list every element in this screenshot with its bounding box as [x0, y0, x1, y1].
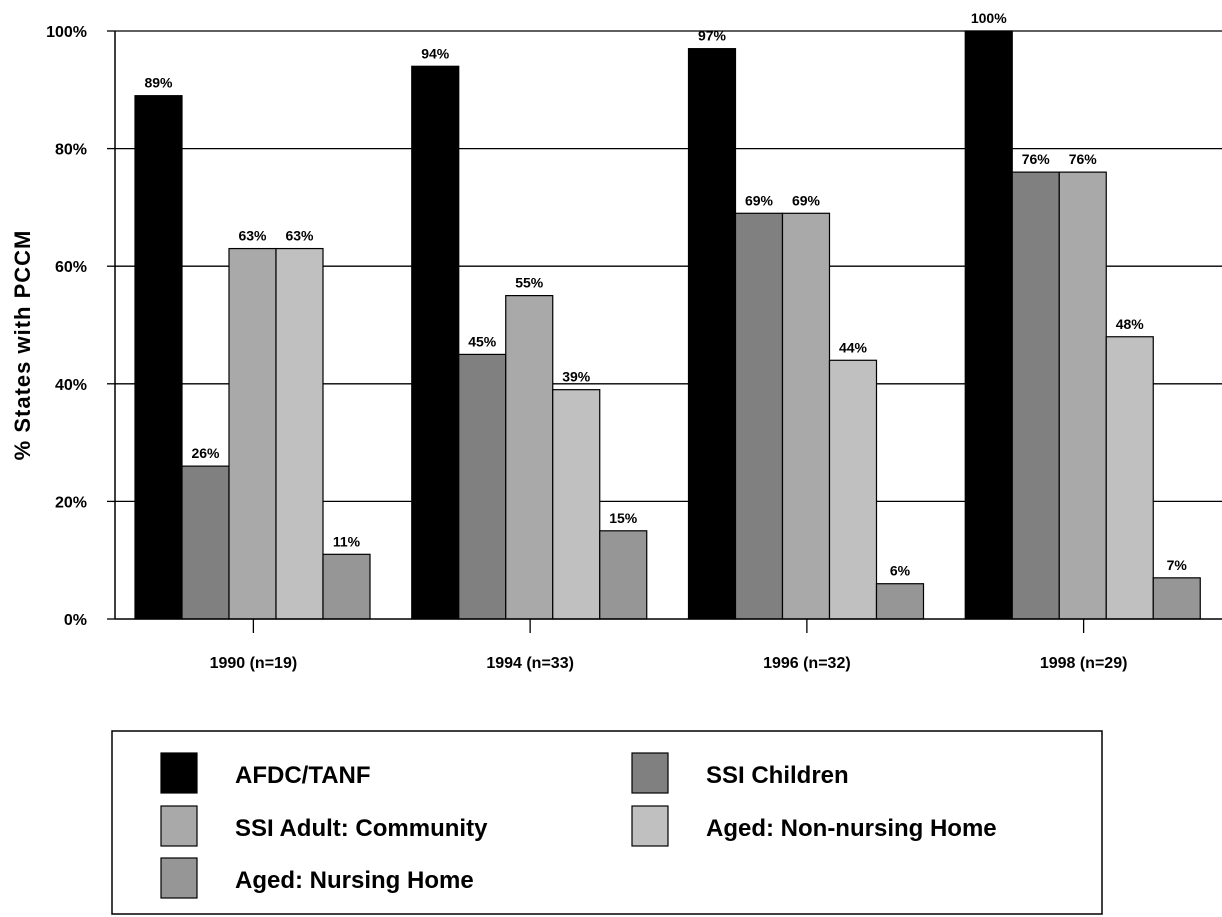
data-label: 63% — [285, 228, 314, 244]
legend-box — [111, 730, 1103, 915]
y-tick-label: 100% — [46, 24, 87, 41]
legend-label: SSI Adult: Community — [235, 815, 488, 842]
legend-label: AFDC/TANF — [235, 762, 371, 789]
bar-aged-nursing-home — [875, 583, 925, 620]
y-axis-label: % States with PCCM — [10, 230, 35, 461]
bar-ssi-adult-community — [1058, 171, 1107, 620]
x-tick-label: 1996 (n=32) — [763, 655, 851, 672]
data-label: 63% — [238, 228, 267, 244]
x-tick-label: 1998 (n=29) — [1040, 655, 1128, 672]
bar-aged-nursing-home — [322, 553, 371, 620]
bars — [134, 30, 1201, 620]
legend-swatch — [160, 857, 198, 899]
bar-aged-nursing-home — [599, 530, 648, 620]
data-labels: 89% 26% 63% 63% 11% 94% 45% 55% 39% 15% 97% 69% 69% 4… — [144, 10, 1187, 579]
data-label: 11% — [333, 533, 361, 549]
y-tick-label: 20% — [55, 494, 87, 511]
tick-labels: 0% 20% 40% 60% 80% 100% 1990 (n=19) 1994 (n=33)… — [46, 24, 1127, 672]
bar-ssi-children — [1011, 171, 1060, 620]
bar-ssi-children — [181, 465, 230, 620]
data-label: 69% — [745, 192, 774, 208]
data-label: 6% — [890, 563, 911, 579]
legend-label: Aged: Nursing Home — [235, 867, 474, 894]
data-label: 94% — [421, 45, 450, 61]
data-label: 15% — [609, 510, 638, 526]
bar-ssi-adult-community — [505, 295, 554, 620]
data-label: 7% — [1167, 557, 1188, 573]
data-label: 97% — [698, 28, 727, 44]
data-label: 76% — [1069, 151, 1098, 167]
bar-ssi-children — [458, 353, 507, 620]
legend-swatch — [160, 805, 198, 847]
bar-aged-nursing-home — [1152, 577, 1201, 620]
y-tick-label: 40% — [55, 377, 87, 394]
x-tick-label: 1994 (n=33) — [486, 655, 574, 672]
data-label: 69% — [792, 192, 821, 208]
legend-swatch — [631, 805, 669, 847]
axes — [107, 30, 1222, 633]
legend-label: SSI Children — [706, 762, 849, 789]
legend-swatch — [631, 752, 669, 794]
data-label: 76% — [1022, 151, 1051, 167]
data-label: 44% — [839, 339, 868, 355]
bar-aged-non-nursing-home — [552, 389, 601, 620]
legend-swatch — [160, 752, 198, 794]
data-label: 89% — [144, 75, 173, 91]
bar-aged-non-nursing-home — [1105, 336, 1154, 620]
legend: AFDC/TANF SSI Children SSI Adult: Communit… — [111, 730, 1103, 915]
bar-afdc-tanf — [964, 30, 1013, 620]
bar-afdc-tanf — [134, 95, 183, 620]
data-label: 48% — [1116, 316, 1145, 332]
data-label: 26% — [191, 445, 220, 461]
data-label: 100% — [971, 10, 1007, 26]
legend-label: Aged: Non-nursing Home — [706, 815, 997, 842]
bar-afdc-tanf — [411, 65, 460, 620]
x-tick-label: 1990 (n=19) — [210, 655, 298, 672]
bar-ssi-adult-community — [228, 247, 277, 620]
bar-ssi-children — [734, 212, 784, 620]
y-tick-label: 80% — [55, 142, 87, 159]
data-label: 45% — [468, 333, 497, 349]
y-tick-label: 0% — [64, 612, 87, 629]
bar-aged-non-nursing-home — [275, 247, 324, 620]
data-label: 39% — [562, 369, 591, 385]
data-label: 55% — [515, 275, 544, 291]
bar-aged-non-nursing-home — [828, 359, 878, 620]
bar-afdc-tanf — [687, 48, 737, 620]
y-tick-label: 60% — [55, 259, 87, 276]
bar-ssi-adult-community — [781, 212, 831, 620]
